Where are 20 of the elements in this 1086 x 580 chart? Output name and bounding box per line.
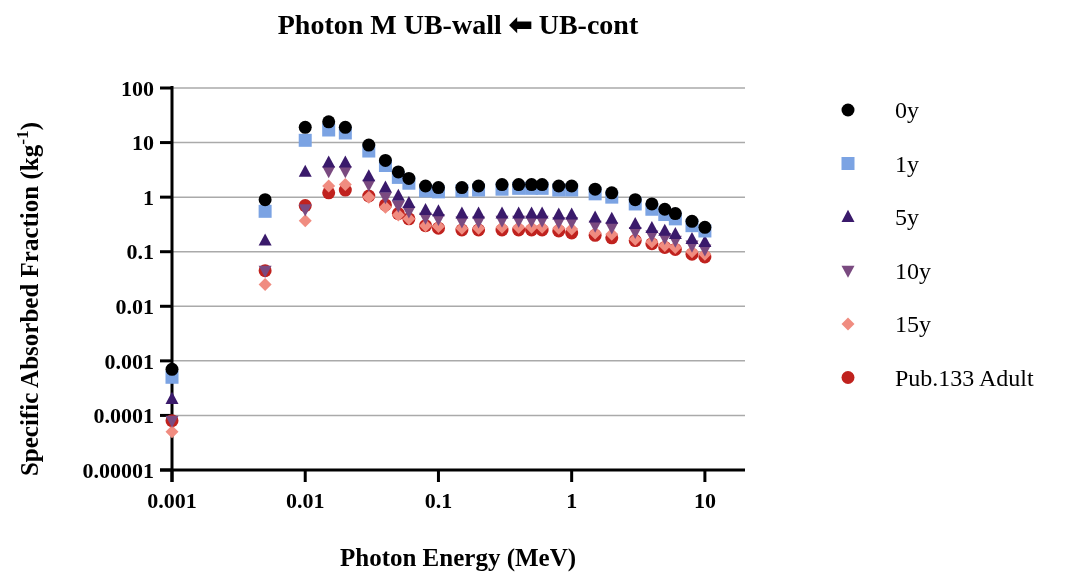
x-tick-label: 10 — [693, 488, 716, 513]
y-tick-label: 0.01 — [115, 293, 154, 319]
legend-label: 1y — [895, 150, 919, 177]
y-tick-label: 10 — [132, 130, 154, 156]
y-tick-label: 0.001 — [104, 348, 154, 374]
y-tick-label: 1 — [143, 184, 154, 210]
y-tick-label: 0.1 — [126, 239, 154, 265]
x-tick-label: 0.1 — [424, 488, 453, 513]
chart-title: Photon M UB-wall ⬅ UB-cont — [277, 9, 639, 40]
legend-label: 5y — [895, 204, 919, 231]
legend-label: 0y — [895, 97, 919, 124]
x-tick-label: 0.01 — [285, 488, 325, 513]
x-tick-label: 1 — [566, 488, 578, 513]
legend-label: 15y — [895, 311, 931, 338]
y-tick-label: 0.0001 — [93, 403, 154, 429]
y-tick-label: 100 — [121, 75, 154, 101]
x-axis-title: Photon Energy (MeV) — [339, 544, 577, 572]
y-tick-label: 0.00001 — [82, 457, 154, 483]
legend-label: 10y — [895, 257, 931, 284]
legend-label: Pub.133 Adult — [895, 364, 1035, 391]
